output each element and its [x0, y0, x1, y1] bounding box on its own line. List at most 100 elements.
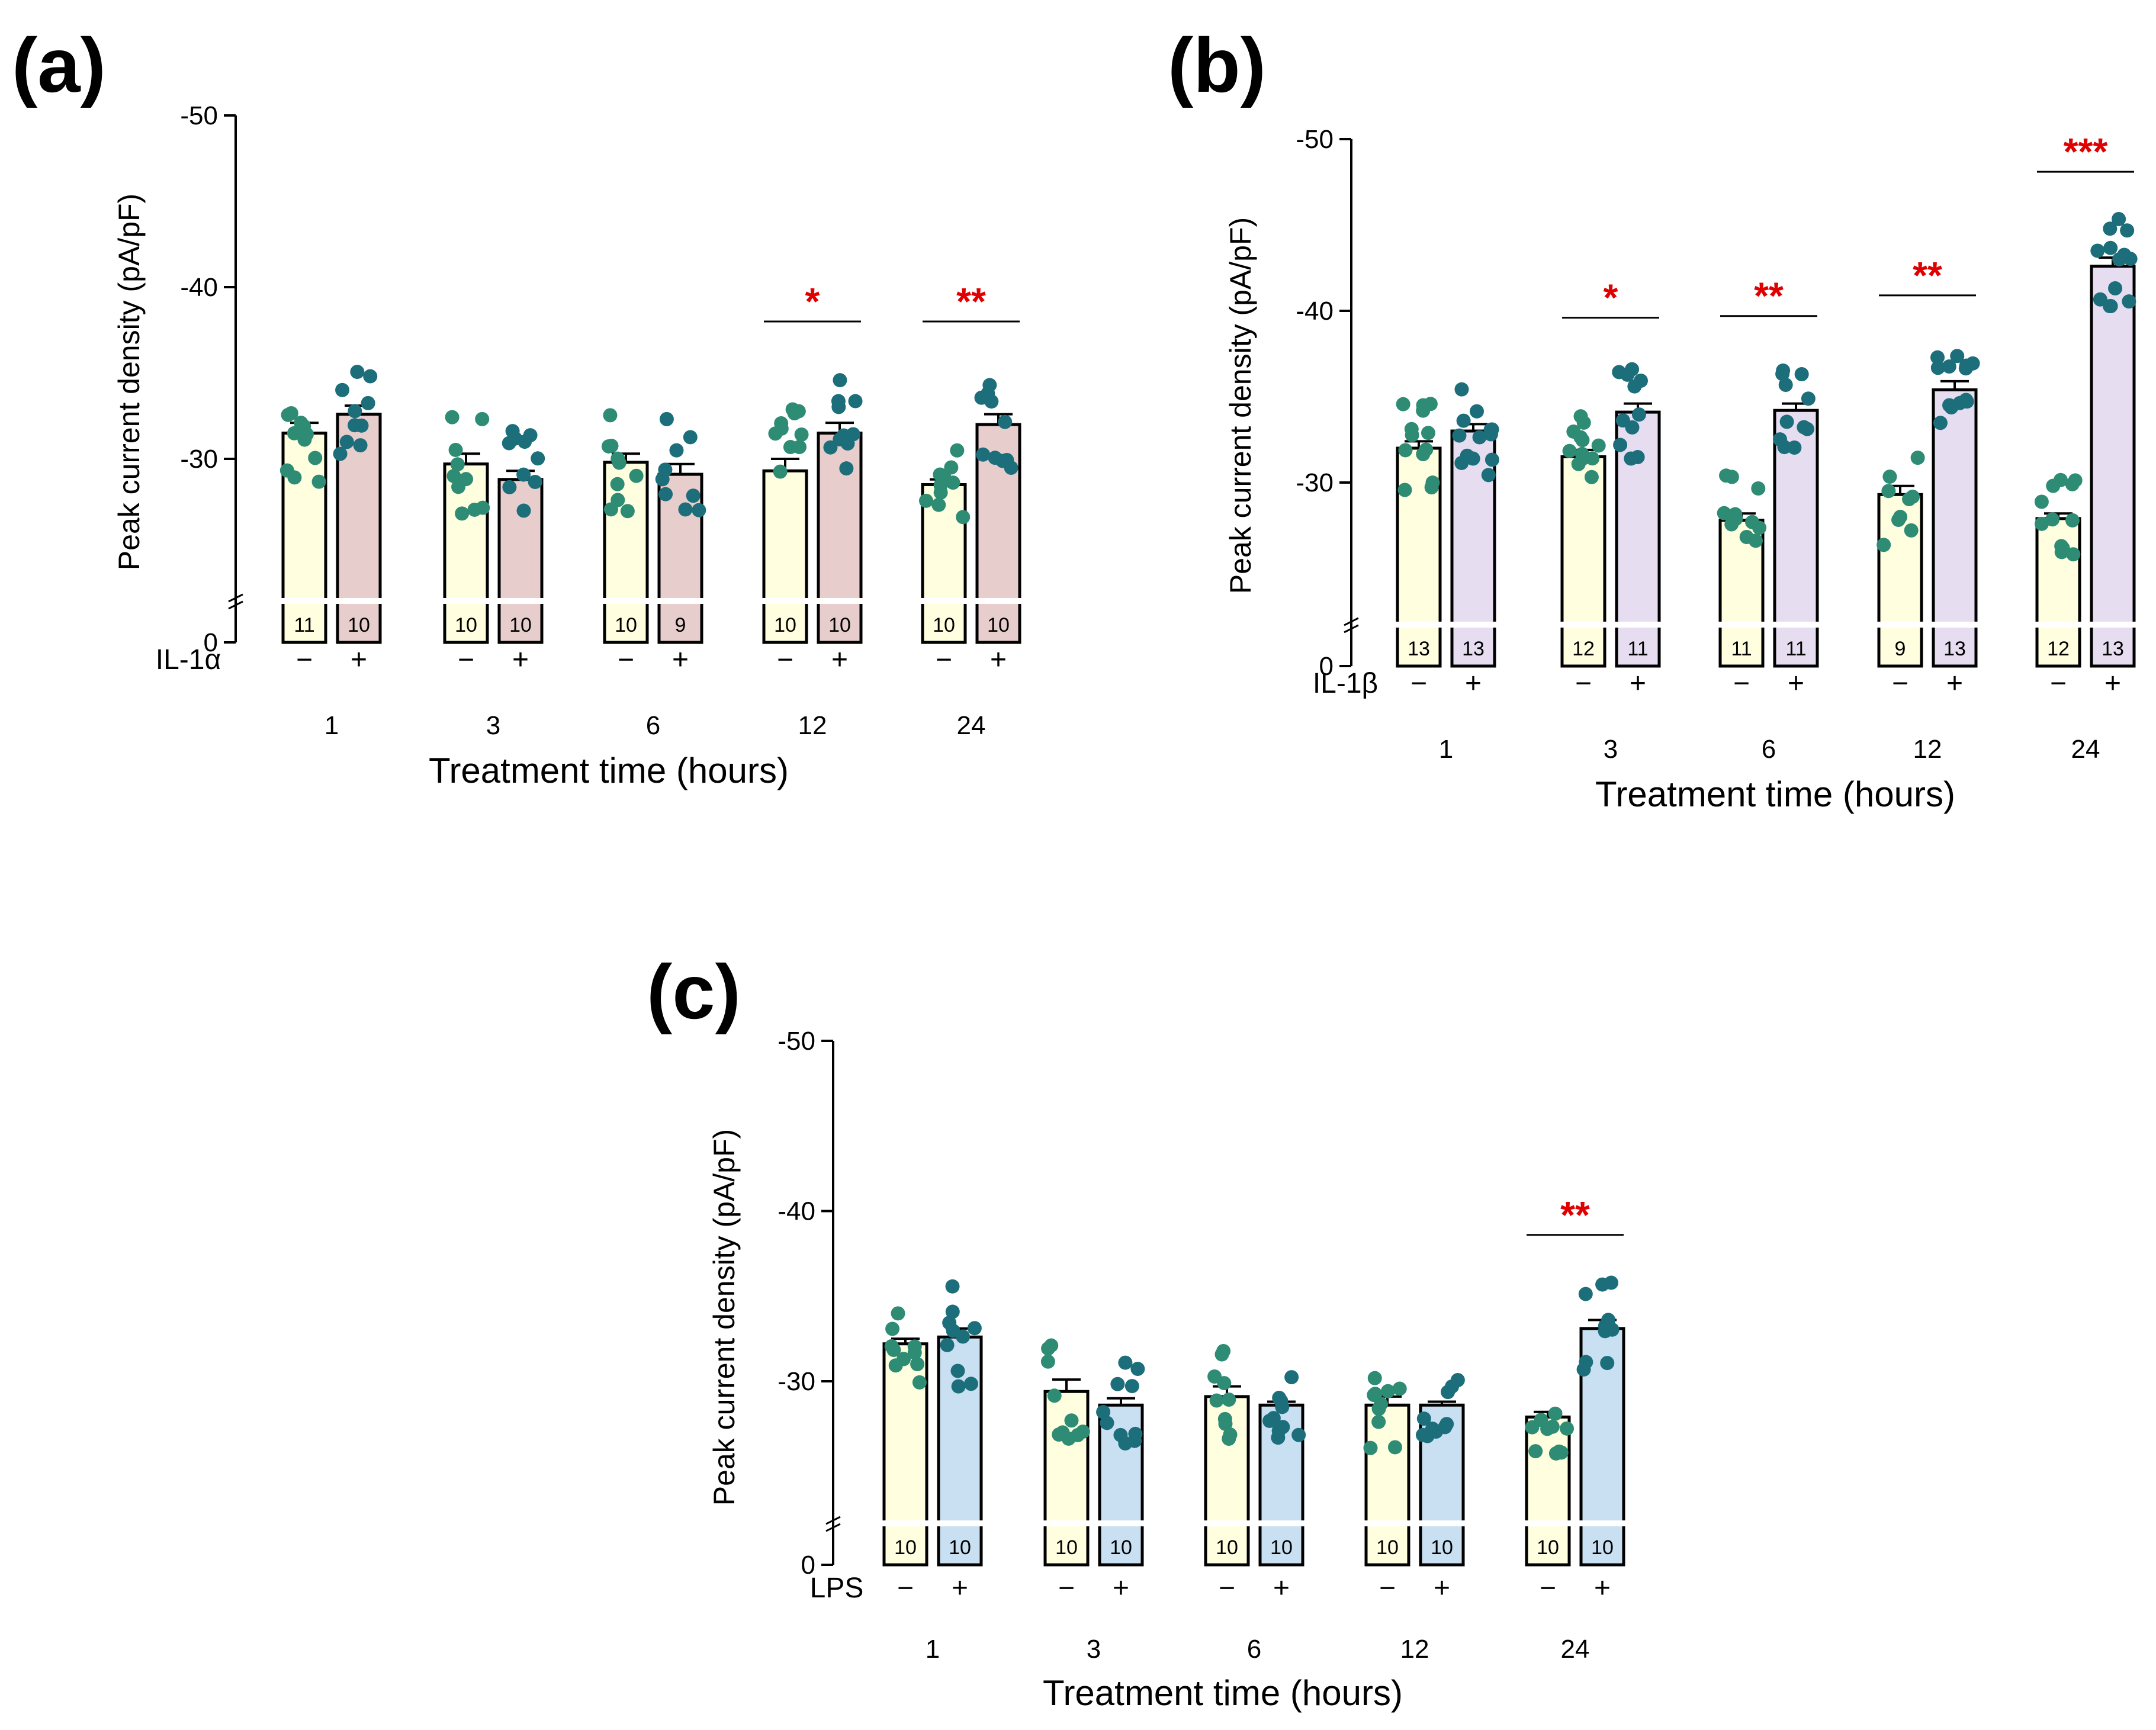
- data-point: [1775, 366, 1790, 381]
- minus-sign: −: [296, 644, 313, 676]
- data-point: [848, 394, 863, 409]
- treatment-label: IL-1β: [1313, 668, 1378, 699]
- data-point: [940, 1337, 955, 1352]
- plus-sign: +: [2104, 668, 2121, 699]
- data-point: [531, 451, 545, 466]
- data-point: [1438, 1420, 1453, 1435]
- significance-stars: *: [1604, 276, 1618, 319]
- x-category-label: 12: [798, 711, 827, 740]
- bar-break-band: [1364, 1520, 1411, 1526]
- data-point: [610, 477, 625, 491]
- minus-sign: −: [1058, 1573, 1075, 1604]
- data-point: [1387, 1440, 1402, 1455]
- data-point: [1794, 367, 1809, 382]
- data-point: [791, 404, 806, 419]
- n-label: 10: [828, 614, 851, 636]
- minus-sign: −: [1892, 668, 1908, 699]
- data-point: [361, 395, 375, 410]
- data-point: [353, 438, 368, 453]
- bar: [1560, 455, 1606, 668]
- data-point: [1800, 422, 1814, 436]
- data-point: [1472, 430, 1487, 445]
- data-point: [1751, 481, 1766, 496]
- data-point: [2090, 243, 2105, 258]
- data-point: [2065, 477, 2080, 491]
- x-category-label: 12: [1913, 735, 1942, 764]
- panel-b: (b) -50 -40 -30 0 Peak current density (pA/pF…: [1168, 22, 2138, 814]
- data-point: [335, 382, 350, 397]
- data-point: [1573, 409, 1588, 424]
- data-point: [505, 424, 520, 439]
- axis-break-mark: [1344, 617, 1359, 626]
- data-point: [1483, 422, 1498, 437]
- data-point: [1598, 1319, 1612, 1333]
- data-point: [446, 469, 461, 484]
- y-tick-label: -50: [1296, 125, 1334, 154]
- n-label: 10: [933, 614, 955, 636]
- n-label: 13: [1408, 638, 1430, 660]
- data-point: [1404, 422, 1419, 436]
- data-point: [1724, 470, 1739, 484]
- bar-break-band: [1418, 1520, 1466, 1526]
- data-point: [1773, 432, 1787, 447]
- bar-break-band: [657, 598, 704, 604]
- y-tick-label: -30: [1296, 468, 1334, 497]
- data-point: [2103, 240, 2118, 255]
- data-point: [1416, 1427, 1431, 1442]
- data-point: [1396, 397, 1410, 411]
- data-point: [945, 1279, 960, 1294]
- data-point: [963, 1377, 978, 1391]
- data-point: [658, 487, 673, 501]
- data-point: [1930, 361, 1945, 375]
- data-point: [448, 442, 463, 457]
- data-point: [823, 440, 838, 455]
- data-point: [1579, 1355, 1593, 1369]
- data-point: [998, 414, 1013, 429]
- data-point: [1416, 447, 1431, 462]
- n-label: 10: [615, 614, 637, 636]
- n-label: 12: [1572, 638, 1595, 660]
- data-point: [603, 408, 618, 423]
- bar: [2090, 265, 2136, 668]
- data-point: [528, 475, 542, 490]
- data-point: [348, 404, 362, 419]
- bar-break-band: [816, 598, 863, 604]
- data-point: [1397, 483, 1412, 497]
- data-point: [475, 411, 490, 426]
- bar-break-band: [1043, 1520, 1090, 1526]
- data-point: [1368, 1387, 1383, 1401]
- bar-break-band: [2035, 622, 2082, 628]
- panel-c: (c) -50 -40 -30 0 Peak current density (pA/pF…: [647, 948, 1626, 1713]
- axis-break-mark: [228, 593, 243, 603]
- bar-break-band: [1772, 622, 1820, 628]
- plus-sign: +: [1630, 668, 1646, 699]
- treatment-label: LPS: [810, 1573, 864, 1604]
- data-point: [833, 373, 847, 388]
- data-point: [1631, 407, 1646, 422]
- bar-break-band: [975, 598, 1022, 604]
- bar-break-band: [761, 598, 809, 604]
- data-point: [1470, 404, 1485, 419]
- data-point: [1371, 1414, 1386, 1429]
- data-point: [1950, 349, 1965, 364]
- data-point: [1560, 1421, 1575, 1436]
- bar-break-band: [1203, 1520, 1251, 1526]
- data-point: [297, 432, 312, 447]
- data-point: [897, 1352, 911, 1366]
- n-label: 13: [1943, 638, 1966, 660]
- n-label: 10: [987, 614, 1010, 636]
- data-point: [1545, 1419, 1560, 1434]
- data-point: [1100, 1416, 1114, 1430]
- data-point: [348, 418, 362, 433]
- data-point: [1207, 1369, 1222, 1384]
- data-point: [1578, 1287, 1593, 1301]
- data-point: [2108, 281, 2123, 295]
- bar-break-band: [1395, 622, 1442, 628]
- bar-break-band: [882, 1520, 929, 1526]
- axis-break-mark: [825, 1523, 841, 1532]
- data-point: [1801, 391, 1816, 406]
- bar: [817, 432, 863, 644]
- minus-sign: −: [1575, 668, 1592, 699]
- data-point: [1724, 517, 1739, 532]
- n-label: 10: [1431, 1536, 1453, 1559]
